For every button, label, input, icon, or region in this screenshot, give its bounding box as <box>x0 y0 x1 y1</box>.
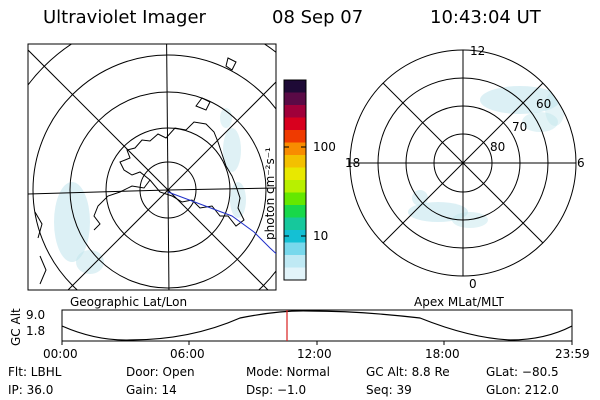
footer-sequence: Seq: 39 <box>366 383 412 397</box>
mag-mlt-lines <box>350 50 576 276</box>
altitude-plot-frame <box>61 309 573 342</box>
observation-time: 10:43:04 UT <box>430 7 541 28</box>
geo-latitude-circles <box>28 44 276 290</box>
mlat-label-80: 80 <box>490 140 506 154</box>
altitude-ytick-9: 9.0 <box>26 308 46 322</box>
mlat-label-60: 60 <box>536 97 552 111</box>
colorbar-frame <box>283 79 307 281</box>
mlt-label-0: 0 <box>469 277 477 291</box>
altitude-xtick-2359: 23:59 <box>555 347 590 361</box>
geo-aurora-emission <box>54 108 246 274</box>
geo-meridians <box>28 44 276 290</box>
island-coastlines <box>34 57 237 285</box>
intensity-colorbar <box>283 79 307 281</box>
colorbar-band <box>284 255 306 268</box>
altitude-xtick-0600: 06:00 <box>170 347 205 361</box>
geographic-caption: Geographic Lat/Lon <box>70 295 188 309</box>
colorbar-band <box>284 130 306 143</box>
altitude-xtick-0000: 00:00 <box>43 347 78 361</box>
altitude-xtick-1800: 18:00 <box>425 347 460 361</box>
footer-door: Door: Open <box>126 365 195 379</box>
footer-geo-longitude: GLon: 212.0 <box>486 383 559 397</box>
colorbar-band <box>284 155 306 168</box>
colorbar-label-10: 10 <box>313 229 329 243</box>
colorbar-band <box>284 242 306 256</box>
footer-filter: Flt: LBHL <box>8 365 62 379</box>
colorbar-band <box>284 167 306 181</box>
peninsula-coastline <box>93 179 151 231</box>
colorbar-label-100: 100 <box>313 140 336 154</box>
colorbar-bands <box>284 80 306 281</box>
altitude-xtick-1200: 12:00 <box>297 347 332 361</box>
terminator-line <box>167 191 276 255</box>
footer-gain: Gain: 14 <box>126 383 177 397</box>
mlt-label-18: 18 <box>345 156 361 170</box>
instrument-title: Ultraviolet Imager <box>43 7 206 28</box>
altitude-curve <box>61 310 573 341</box>
mlat-label-70: 70 <box>512 120 528 134</box>
colorbar-band <box>284 80 306 93</box>
footer-ip: IP: 36.0 <box>8 383 54 397</box>
mlt-label-12: 12 <box>470 44 486 58</box>
colorbar-band <box>284 217 306 231</box>
magnetic-caption: Apex MLat/MLT <box>414 295 504 309</box>
footer-geo-latitude: GLat: −80.5 <box>486 365 559 379</box>
colorbar-band <box>284 205 306 218</box>
colorbar-band <box>284 180 306 193</box>
colorbar-band <box>284 142 306 156</box>
observation-date: 08 Sep 07 <box>272 7 364 28</box>
altitude-plot <box>61 309 573 345</box>
colorbar-band <box>284 117 306 131</box>
magnetic-polar-map <box>349 49 577 277</box>
colorbar-band <box>284 267 306 281</box>
colorbar-band <box>284 105 306 118</box>
geographic-map <box>27 43 277 291</box>
altitude-ytick-1-8: 1.8 <box>26 324 46 338</box>
colorbar-band <box>284 230 306 243</box>
footer-dsp: Dsp: −1.0 <box>246 383 307 397</box>
altitude-ylabel: GC Alt <box>9 308 23 346</box>
colorbar-unit-label: photon cm⁻²s⁻¹ <box>263 147 277 240</box>
colorbar-band <box>284 92 306 106</box>
footer-mode: Mode: Normal <box>246 365 330 379</box>
footer-gc-altitude: GC Alt: 8.8 Re <box>366 365 450 379</box>
mlt-label-6: 6 <box>577 156 585 170</box>
colorbar-band <box>284 192 306 206</box>
